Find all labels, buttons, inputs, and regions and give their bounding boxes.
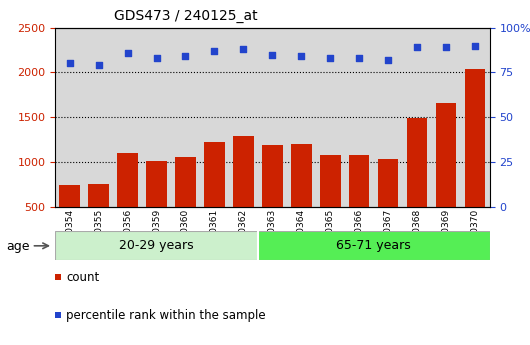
Bar <box>89 184 109 252</box>
Point <box>326 55 334 61</box>
Point <box>297 53 306 59</box>
Point <box>94 62 103 68</box>
Bar <box>436 103 456 252</box>
Bar <box>465 69 485 252</box>
Point <box>268 52 277 57</box>
Text: percentile rank within the sample: percentile rank within the sample <box>66 309 266 322</box>
Bar <box>175 157 196 252</box>
Bar <box>407 118 427 252</box>
Point <box>384 57 393 63</box>
Text: age: age <box>6 240 30 253</box>
Bar <box>349 155 369 252</box>
Bar <box>55 231 258 260</box>
Bar <box>258 231 490 260</box>
Text: count: count <box>66 271 100 284</box>
Text: 20-29 years: 20-29 years <box>119 239 194 252</box>
Bar <box>233 136 253 252</box>
Bar <box>292 144 312 252</box>
Point <box>471 43 480 48</box>
Point <box>152 55 161 61</box>
Point <box>442 45 450 50</box>
Bar <box>146 161 166 252</box>
Text: 65-71 years: 65-71 years <box>337 239 411 252</box>
Bar <box>59 185 80 252</box>
Bar <box>205 141 225 252</box>
Bar <box>118 153 138 252</box>
Point <box>123 50 132 56</box>
Point <box>210 48 219 54</box>
Point <box>181 53 190 59</box>
Text: GDS473 / 240125_at: GDS473 / 240125_at <box>114 9 257 23</box>
Bar <box>320 155 340 252</box>
Point <box>355 55 364 61</box>
Point <box>413 45 421 50</box>
Point <box>65 61 74 66</box>
Bar <box>378 159 399 252</box>
Bar <box>262 145 282 252</box>
Point <box>239 46 248 52</box>
